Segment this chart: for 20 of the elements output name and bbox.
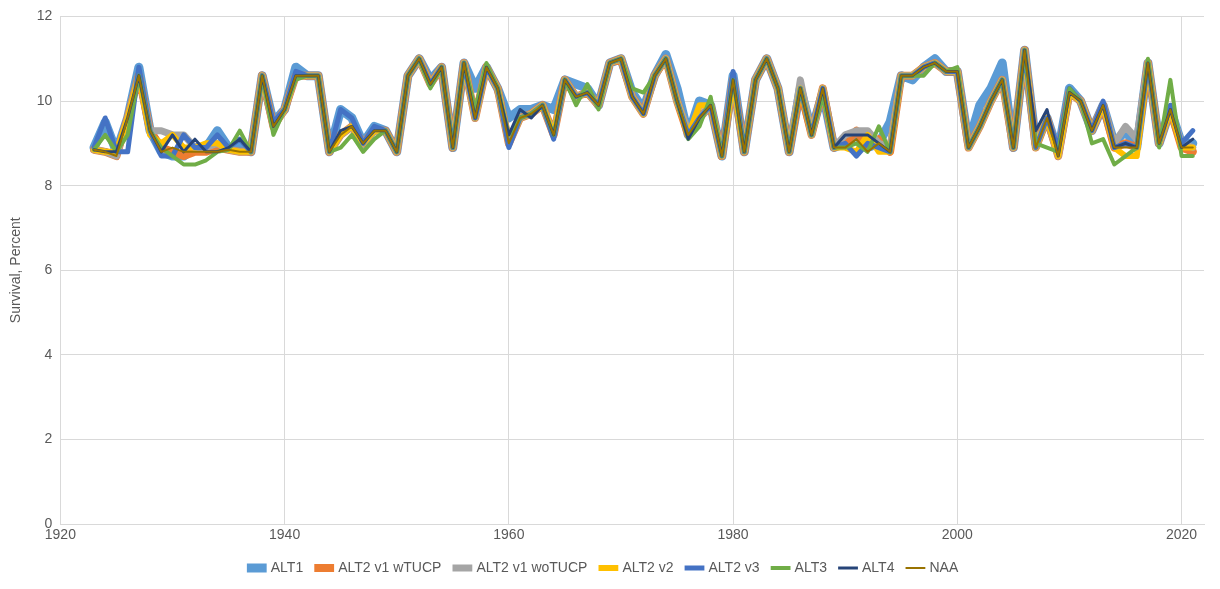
x-tick-label: 2000 <box>941 526 974 543</box>
y-tick-label: 2 <box>44 430 53 447</box>
y-tick-label: 12 <box>36 7 53 24</box>
y-axis-title: Survival, Percent <box>7 217 24 324</box>
x-tick-label: 1980 <box>717 526 749 543</box>
legend-label: ALT1 <box>270 558 304 575</box>
legend-label: ALT4 <box>862 558 895 575</box>
y-tick-label: 4 <box>44 345 53 362</box>
x-tick-label: 1940 <box>269 526 301 543</box>
legend-label: ALT3 <box>794 558 828 575</box>
legend-label: ALT2 v1 wTUCP <box>338 558 442 575</box>
x-tick-label: 2020 <box>1166 526 1198 543</box>
y-tick-label: 6 <box>44 261 53 278</box>
y-tick-label: 8 <box>44 176 53 193</box>
legend-label: ALT2 v2 <box>622 558 674 575</box>
legend-label: ALT2 v3 <box>708 558 760 575</box>
y-tick-label: 10 <box>36 91 53 108</box>
legend-label: ALT2 v1 woTUCP <box>476 558 588 575</box>
legend-label: NAA <box>929 558 959 575</box>
x-tick-label: 1960 <box>493 526 525 543</box>
